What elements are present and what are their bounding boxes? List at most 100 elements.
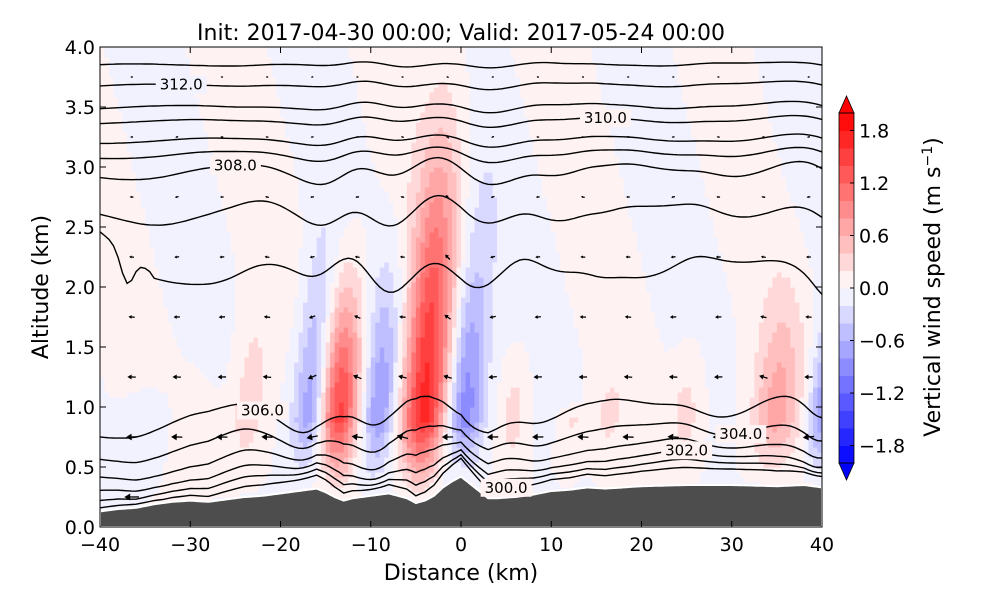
- field-cell: [244, 197, 250, 203]
- field-cell: [262, 287, 268, 293]
- field-cell: [185, 492, 191, 498]
- field-cell: [149, 217, 155, 223]
- field-cell: [136, 347, 142, 353]
- field-cell: [321, 72, 327, 78]
- field-cell: [109, 247, 115, 253]
- field-cell: [248, 247, 255, 253]
- field-cell: [190, 472, 196, 478]
- field-cell: [212, 87, 218, 93]
- field-cell: [109, 302, 115, 308]
- field-cell: [212, 442, 218, 448]
- field-cell: [127, 367, 133, 373]
- field-cell: [253, 487, 259, 493]
- field-cell: [145, 292, 151, 298]
- field-cell: [176, 287, 182, 293]
- field-cell: [257, 82, 264, 88]
- field-cell: [190, 317, 196, 323]
- field-cell: [172, 167, 178, 173]
- field-cell: [158, 297, 164, 303]
- field-cell: [221, 352, 227, 358]
- field-cell: [203, 142, 209, 148]
- field-cell: [239, 112, 245, 118]
- field-cell: [154, 317, 160, 323]
- field-cell: [199, 132, 205, 138]
- field-cell: [136, 277, 142, 283]
- field-cell: [226, 52, 232, 58]
- field-cell: [289, 152, 295, 158]
- field-cell: [176, 167, 182, 173]
- field-cell: [294, 397, 300, 403]
- field-cell: [285, 72, 291, 78]
- field-cell: [244, 342, 250, 348]
- field-cell: [294, 127, 300, 133]
- field-cell: [275, 172, 282, 178]
- field-cell: [217, 142, 223, 148]
- field-cell: [194, 417, 200, 423]
- field-cell: [285, 487, 291, 493]
- field-cell: [221, 367, 227, 373]
- field-cell: [199, 47, 205, 53]
- field-cell: [140, 107, 146, 113]
- field-cell: [199, 152, 205, 158]
- field-cell: [185, 397, 191, 403]
- field-cell: [244, 142, 250, 148]
- field-cell: [208, 302, 214, 308]
- field-cell: [266, 352, 273, 358]
- field-cell: [244, 387, 250, 393]
- field-cell: [298, 282, 304, 288]
- field-cell: [248, 362, 255, 368]
- field-cell: [289, 187, 295, 193]
- field-cell: [181, 457, 187, 463]
- field-cell: [307, 132, 313, 138]
- field-cell: [312, 412, 318, 418]
- field-cell: [154, 97, 160, 103]
- field-cell: [221, 452, 227, 458]
- field-cell: [217, 282, 223, 288]
- field-cell: [330, 332, 336, 338]
- field-cell: [131, 487, 137, 493]
- field-cell: [312, 447, 318, 453]
- field-cell: [163, 312, 169, 318]
- field-cell: [109, 122, 115, 128]
- field-cell: [230, 82, 236, 88]
- field-cell: [176, 142, 182, 148]
- field-cell: [266, 362, 273, 368]
- field-cell: [154, 452, 160, 458]
- field-cell: [113, 267, 119, 273]
- field-cell: [307, 252, 313, 258]
- field-cell: [248, 177, 255, 183]
- field-cell: [325, 117, 331, 123]
- field-cell: [244, 452, 250, 458]
- field-cell: [149, 132, 155, 138]
- field-cell: [203, 52, 209, 58]
- field-cell: [190, 312, 196, 318]
- field-cell: [208, 177, 214, 183]
- field-cell: [226, 272, 232, 278]
- field-cell: [217, 417, 223, 423]
- field-cell: [181, 132, 187, 138]
- field-cell: [285, 52, 291, 58]
- field-cell: [280, 202, 286, 208]
- field-cell: [131, 207, 137, 213]
- field-cell: [289, 232, 295, 238]
- field-cell: [122, 137, 128, 143]
- field-cell: [113, 327, 119, 333]
- field-cell: [217, 422, 223, 428]
- field-cell: [285, 267, 291, 273]
- field-cell: [176, 197, 182, 203]
- field-cell: [145, 177, 151, 183]
- field-cell: [181, 227, 187, 233]
- field-cell: [266, 142, 273, 148]
- field-cell: [122, 202, 128, 208]
- field-cell: [312, 112, 318, 118]
- field-cell: [194, 307, 200, 313]
- field-cell: [181, 497, 187, 503]
- field-cell: [221, 192, 227, 198]
- field-cell: [140, 182, 146, 188]
- field-cell: [230, 47, 236, 53]
- field-cell: [275, 137, 282, 143]
- field-cell: [221, 57, 227, 63]
- field-cell: [194, 227, 200, 233]
- field-cell: [244, 277, 250, 283]
- field-cell: [289, 147, 295, 153]
